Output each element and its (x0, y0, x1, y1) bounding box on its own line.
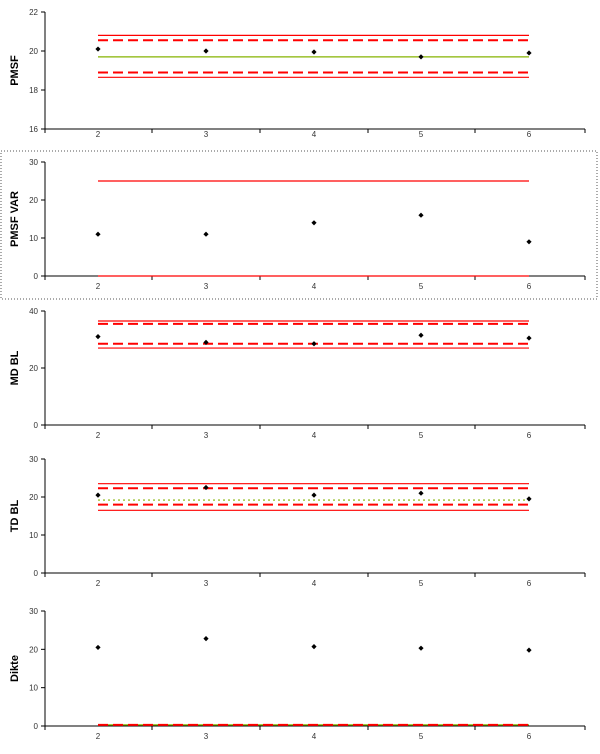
x-tick-label: 5 (419, 579, 424, 588)
y-tick-label: 20 (29, 47, 38, 56)
x-tick-label: 4 (312, 130, 317, 139)
chart-panel-2: 0 10 20 30 2 3 4 5 6 PMSF VAR (0, 150, 598, 300)
y-axis-label: PMSF VAR (9, 191, 21, 247)
chart-panel-3: 0 20 40 2 3 4 5 6 MD BL (9, 307, 586, 440)
y-tick-label: 10 (29, 234, 38, 243)
x-tick-label: 5 (419, 431, 424, 440)
y-axis-label: TD BL (9, 500, 21, 533)
y-tick-label: 30 (29, 158, 38, 167)
selection-frame[interactable] (0, 150, 598, 300)
data-point (95, 644, 101, 651)
data-point (418, 212, 424, 218)
x-tick-label: 5 (419, 732, 424, 741)
y-tick-label: 10 (29, 531, 38, 540)
data-point (526, 50, 532, 56)
data-point (203, 484, 209, 491)
data-point (95, 492, 101, 498)
chart-panel-5: 0 10 20 30 2 3 4 5 6 Dikte (9, 607, 586, 741)
y-tick-label: 0 (34, 421, 39, 430)
x-tick-label: 3 (204, 431, 209, 440)
y-tick-label: 0 (34, 569, 39, 578)
x-tick-label: 2 (96, 579, 101, 588)
x-tick-label: 3 (204, 732, 209, 741)
data-point (311, 341, 317, 347)
chart-panel-4: 0 10 20 30 2 3 4 5 6 TD BL (9, 455, 586, 588)
data-point (526, 335, 532, 341)
x-tick-label: 3 (204, 579, 209, 588)
x-tick-label: 2 (96, 431, 101, 440)
data-point (311, 49, 317, 55)
y-axis-label: Dikte (9, 655, 21, 682)
data-point (203, 48, 209, 54)
y-tick-label: 22 (29, 8, 38, 17)
data-point (203, 636, 209, 642)
y-tick-label: 20 (29, 493, 38, 502)
data-point (203, 231, 209, 237)
data-point (95, 231, 101, 237)
y-tick-label: 20 (29, 645, 38, 654)
x-tick-label: 2 (96, 130, 101, 139)
data-point (311, 492, 317, 498)
y-tick-label: 30 (29, 607, 38, 616)
data-point (95, 46, 101, 52)
x-tick-label: 6 (527, 130, 532, 139)
data-point (526, 239, 532, 245)
x-tick-label: 5 (419, 282, 424, 291)
data-point (526, 496, 532, 502)
y-tick-label: 16 (29, 125, 38, 134)
y-tick-label: 30 (29, 455, 38, 464)
y-tick-label: 0 (34, 722, 39, 731)
y-tick-label: 20 (29, 364, 38, 373)
y-axis-label: PMSF (9, 55, 21, 86)
data-point (311, 220, 317, 226)
data-point (95, 334, 101, 340)
x-tick-label: 6 (527, 732, 532, 741)
x-tick-label: 4 (312, 431, 317, 440)
data-point (526, 647, 532, 653)
y-tick-label: 18 (29, 86, 38, 95)
x-tick-label: 6 (527, 579, 532, 588)
data-point (311, 644, 317, 650)
x-tick-label: 2 (96, 282, 101, 291)
x-tick-label: 3 (204, 130, 209, 139)
data-point (418, 332, 424, 338)
data-point (418, 490, 424, 496)
y-tick-label: 10 (29, 684, 38, 693)
data-point (418, 54, 424, 60)
x-tick-label: 4 (312, 579, 317, 588)
x-tick-label: 6 (527, 282, 532, 291)
x-tick-label: 4 (312, 732, 317, 741)
x-tick-label: 6 (527, 431, 532, 440)
x-tick-label: 3 (204, 282, 209, 291)
x-tick-label: 2 (96, 732, 101, 741)
x-tick-label: 5 (419, 130, 424, 139)
data-point (418, 645, 424, 651)
y-tick-label: 40 (29, 307, 38, 316)
x-tick-label: 4 (312, 282, 317, 291)
y-tick-label: 20 (29, 196, 38, 205)
y-tick-label: 0 (34, 272, 39, 281)
data-point (203, 339, 209, 345)
y-axis-label: MD BL (9, 350, 21, 385)
